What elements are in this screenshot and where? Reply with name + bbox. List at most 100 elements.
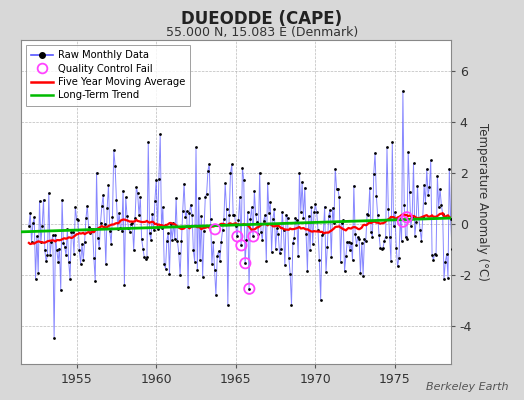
Point: [188, 212, 196, 218]
Point: [214, 248, 223, 254]
Point: [46, 252, 54, 258]
Point: [90, 255, 98, 262]
Point: [226, 170, 235, 176]
Point: [339, 217, 347, 223]
Point: [304, 213, 313, 219]
Point: [283, 215, 292, 221]
Point: [61, 244, 69, 250]
Point: [140, 254, 148, 261]
Point: [39, 196, 48, 203]
Point: [442, 251, 451, 258]
Point: [217, 239, 225, 245]
Point: [122, 194, 130, 200]
Point: [433, 173, 442, 179]
Point: [144, 139, 152, 145]
Point: [191, 258, 199, 265]
Point: [66, 276, 74, 282]
Point: [428, 252, 436, 258]
Point: [392, 245, 400, 251]
Point: [115, 210, 123, 216]
Point: [376, 245, 385, 252]
Point: [69, 229, 77, 235]
Point: [137, 236, 146, 242]
Point: [74, 217, 82, 223]
Point: [432, 251, 440, 258]
Point: [381, 234, 390, 240]
Point: [389, 223, 398, 230]
Point: [262, 258, 270, 264]
Point: [157, 225, 166, 231]
Point: [431, 250, 439, 257]
Point: [417, 237, 425, 244]
Point: [102, 261, 110, 268]
Point: [136, 194, 145, 200]
Point: [343, 239, 352, 245]
Point: [372, 193, 380, 200]
Point: [174, 250, 183, 256]
Point: [292, 216, 301, 223]
Point: [233, 233, 242, 240]
Point: [147, 236, 155, 243]
Point: [329, 204, 337, 211]
Point: [151, 198, 159, 204]
Point: [227, 161, 236, 168]
Point: [91, 278, 100, 285]
Point: [54, 258, 62, 265]
Point: [155, 176, 163, 182]
Point: [409, 160, 418, 166]
Point: [399, 218, 407, 225]
Point: [29, 220, 37, 227]
Point: [312, 209, 321, 215]
Point: [229, 212, 237, 218]
Point: [244, 209, 252, 215]
Point: [123, 212, 131, 219]
Point: [79, 257, 88, 263]
Point: [242, 237, 250, 244]
Point: [129, 247, 138, 253]
Point: [52, 247, 61, 253]
Point: [344, 239, 353, 245]
Point: [429, 256, 438, 263]
Point: [357, 239, 366, 246]
Point: [266, 199, 275, 205]
Point: [221, 180, 230, 187]
Point: [420, 182, 428, 188]
Point: [379, 245, 387, 251]
Point: [103, 205, 112, 211]
Point: [128, 220, 137, 226]
Point: [216, 257, 224, 264]
Point: [49, 232, 57, 239]
Point: [368, 234, 377, 240]
Point: [180, 180, 188, 187]
Point: [324, 213, 333, 220]
Point: [177, 238, 185, 244]
Point: [161, 265, 170, 272]
Point: [209, 239, 217, 245]
Point: [159, 204, 167, 210]
Point: [363, 211, 372, 218]
Point: [224, 302, 232, 308]
Point: [148, 211, 157, 218]
Point: [135, 212, 143, 219]
Point: [446, 216, 455, 222]
Point: [270, 206, 278, 212]
Point: [35, 198, 43, 204]
Point: [412, 219, 420, 225]
Point: [278, 208, 287, 215]
Point: [294, 253, 302, 259]
Point: [299, 215, 308, 221]
Point: [395, 255, 403, 261]
Point: [261, 212, 269, 218]
Point: [257, 228, 265, 235]
Point: [342, 253, 350, 259]
Point: [362, 238, 370, 244]
Point: [96, 220, 105, 226]
Point: [315, 257, 323, 264]
Point: [75, 247, 83, 254]
Point: [58, 197, 66, 203]
Point: [156, 131, 165, 138]
Point: [364, 212, 373, 218]
Point: [307, 204, 315, 210]
Point: [281, 262, 289, 268]
Point: [290, 234, 298, 241]
